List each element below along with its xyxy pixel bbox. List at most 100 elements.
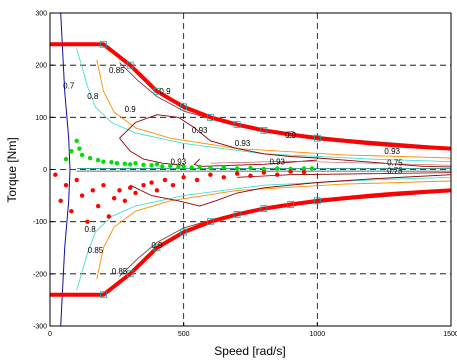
contour-label: 0.9	[159, 87, 171, 96]
contour-0-93-lower	[130, 174, 451, 207]
y-tick-label: 300	[35, 11, 47, 18]
scatter-point-motoring	[248, 165, 253, 171]
envelope-markers	[100, 40, 321, 299]
y-tick-label: 100	[35, 115, 47, 122]
contour-label: 0.93	[384, 147, 400, 156]
contour-0-7	[60, 13, 71, 326]
y-tick-label: -200	[33, 271, 47, 278]
y-tick-label: -300	[33, 324, 47, 331]
scatter-point-motoring	[141, 162, 146, 168]
scatter-point-motoring	[168, 163, 173, 169]
scatter-point-braking	[106, 214, 112, 219]
envelope-marker-lower	[153, 244, 161, 252]
scatter-point-motoring	[114, 161, 120, 166]
y-tick-label: 200	[35, 63, 47, 70]
scatter-point-braking	[154, 188, 160, 193]
scatter-point-braking	[122, 198, 128, 203]
scatter-point-braking	[79, 193, 85, 198]
scatter-point-motoring	[79, 152, 85, 158]
contour-0-9	[119, 62, 451, 277]
scatter-point-braking	[133, 190, 138, 196]
contour-label: 0.75	[387, 158, 403, 167]
scatter-point-motoring	[74, 138, 79, 144]
envelope-marker-upper	[126, 61, 134, 69]
scatter-point-motoring	[69, 149, 74, 154]
scatter-point-braking	[181, 175, 186, 180]
envelope-marker-upper	[287, 131, 295, 138]
scatter-point-braking	[301, 169, 307, 175]
scatter-point-braking	[117, 188, 122, 193]
scatter-point-braking	[261, 170, 267, 175]
scatter-point-motoring	[128, 162, 133, 167]
scatter-point-motoring	[160, 164, 165, 169]
contour-label: 0.9	[285, 131, 297, 140]
contour-0-93-small	[193, 158, 318, 167]
y-axis-label: Torque [Nm]	[5, 137, 19, 202]
scatter-point-motoring	[87, 155, 93, 161]
scatter-point-motoring	[154, 162, 160, 167]
contour-0-85	[96, 59, 451, 280]
x-tick-label: 500	[178, 331, 190, 338]
contour-label: 0.8	[87, 92, 99, 101]
scatter-point-braking	[95, 203, 101, 209]
envelope-marker-lower	[100, 291, 107, 299]
scatter-point-motoring	[309, 166, 315, 171]
scatter-point-motoring	[63, 156, 69, 162]
contour-labels: 0.93 0.93 0.93 0.93 0.9 0.9 0.9 0.85 0.85 0.8 0.7 0…	[63, 66, 403, 276]
contour-label: 0.7	[63, 82, 75, 91]
contour-0-95	[210, 160, 451, 166]
scatter-point-braking	[63, 182, 69, 188]
scatter-point-motoring	[197, 164, 202, 170]
scatter-point-braking	[170, 182, 176, 188]
scatter-point-braking	[111, 195, 117, 201]
scatter-point-braking	[58, 198, 63, 203]
envelope-marker-lower	[126, 270, 134, 278]
envelope-upper	[50, 42, 452, 151]
scatter-point-braking	[90, 188, 95, 193]
scatter-point-braking	[208, 172, 213, 177]
scatter-point-motoring	[77, 146, 82, 151]
envelope-marker-upper	[313, 134, 321, 142]
contour-label: 0.85	[112, 267, 128, 276]
scatter-point-motoring	[95, 157, 101, 163]
scatter-point-motoring	[208, 165, 213, 171]
scatter-point-braking	[141, 182, 146, 188]
contour-label: 0.93	[171, 157, 187, 166]
envelope-marker-upper	[153, 87, 161, 95]
scatter-point-braking	[288, 169, 293, 174]
envelope-marker-upper	[180, 103, 188, 111]
x-tick-label: 1000	[310, 331, 326, 338]
scatter-point-motoring	[101, 159, 106, 164]
contour-label: 0.85	[88, 246, 104, 255]
scatter-point-motoring	[301, 166, 307, 171]
contour-label: 0.93	[192, 126, 208, 135]
envelope-marker-upper	[100, 40, 107, 48]
scatter-point-braking	[248, 173, 253, 178]
y-tick-label: 0	[43, 167, 47, 174]
scatter-point-motoring	[221, 165, 226, 170]
scatter-point-motoring	[176, 164, 181, 170]
scatter-point-braking	[194, 177, 200, 183]
scatter-point-braking	[221, 175, 226, 180]
scatter-point-braking	[85, 219, 90, 224]
contour-0-93-thin	[237, 172, 451, 178]
scatter-point-braking	[149, 180, 154, 185]
envelope-marker-lower	[206, 218, 214, 226]
scatter-point-motoring	[122, 161, 128, 166]
scatter-point-braking	[53, 172, 58, 177]
scatter-point-braking	[101, 182, 106, 188]
contour-label: 0.8	[85, 225, 97, 234]
scatter-point-braking	[162, 177, 168, 183]
scatter-point-braking	[69, 209, 74, 214]
contour-label: 0.9	[151, 241, 163, 250]
contour-label: 0.93	[269, 157, 285, 166]
efficiency-contours	[60, 13, 451, 326]
scatter-point-motoring	[189, 165, 194, 170]
scatter-point-braking	[128, 185, 133, 190]
envelope-marker-upper	[233, 121, 241, 129]
envelope-marker-lower	[287, 201, 295, 208]
axis-ticks: 0 500 1000 1500 -300 -200 -100 0 100 200 300	[33, 11, 457, 339]
envelope-marker-lower	[313, 197, 321, 205]
